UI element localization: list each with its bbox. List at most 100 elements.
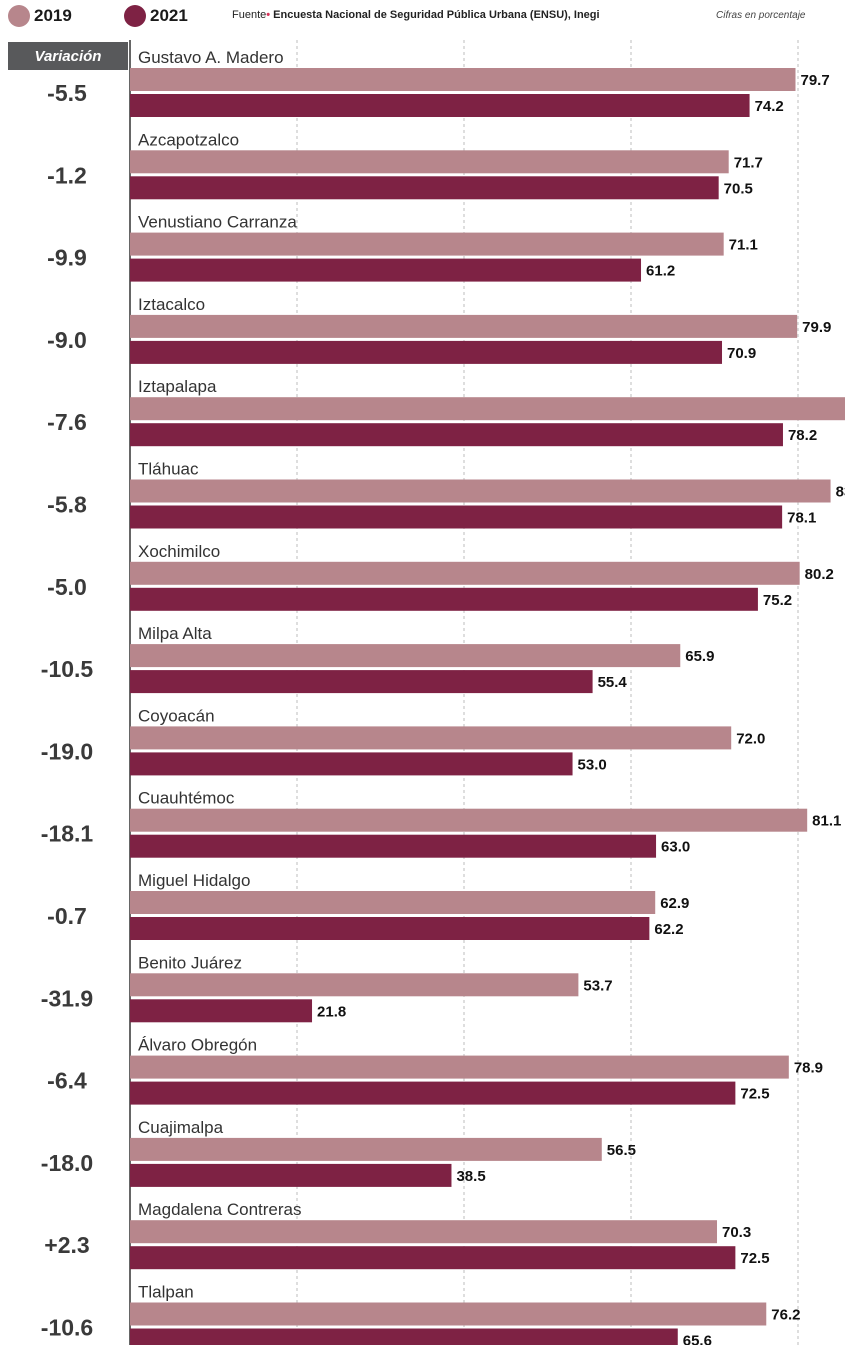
category-label: Azcapotzalco [138, 130, 239, 149]
legend-label-2021: 2021 [150, 6, 188, 25]
category-label: Coyoacán [138, 706, 215, 725]
bar-2019 [130, 479, 831, 503]
value-label-2019: 65.9 [685, 648, 714, 665]
bar-2019 [130, 1137, 602, 1161]
bar-2021 [130, 752, 573, 776]
bar-2021 [130, 1246, 736, 1270]
source-dot: • [266, 9, 271, 21]
category-label: Cuajimalpa [138, 1118, 224, 1137]
bar-2019 [130, 150, 729, 174]
bar-2019 [130, 808, 808, 832]
source-text: Encuesta Nacional de Seguridad Pública U… [273, 9, 600, 21]
bar-2021 [130, 917, 650, 940]
bar-2021 [130, 587, 758, 611]
value-label-2019: 79.9 [802, 319, 831, 336]
bar-2021 [130, 423, 783, 447]
value-label-2021: 72.5 [740, 1086, 769, 1103]
variation-label: -9.9 [47, 245, 87, 271]
legend: 2019 2021 Fuente• Encuesta Nacional de S… [0, 0, 845, 36]
value-label-2019: 83.9 [836, 484, 845, 501]
bar-2019 [130, 644, 681, 668]
value-label-2021: 55.4 [598, 674, 628, 691]
value-label-2019: 71.1 [729, 237, 758, 254]
variation-label: -18.0 [41, 1150, 93, 1176]
value-label-2021: 53.0 [578, 756, 607, 773]
value-label-2021: 70.9 [727, 345, 756, 362]
variation-label: -19.0 [41, 738, 93, 764]
bar-2019 [130, 232, 724, 256]
category-label: Magdalena Contreras [138, 1200, 301, 1219]
legend-item-2021: 2021 [124, 5, 188, 27]
category-label: Tláhuac [138, 460, 199, 479]
bar-2019 [130, 561, 800, 585]
variation-label: -9.0 [47, 327, 87, 353]
variation-label: -5.8 [47, 492, 87, 518]
variation-label: +2.3 [44, 1232, 89, 1258]
variation-label: -10.5 [41, 656, 94, 682]
value-label-2021: 63.0 [661, 839, 690, 856]
value-label-2021: 72.5 [740, 1250, 769, 1267]
bar-2021 [130, 1328, 678, 1345]
value-label-2021: 74.2 [755, 98, 784, 115]
variation-label: -5.0 [47, 574, 87, 600]
bar-2021 [130, 94, 750, 117]
bar-2021 [130, 505, 783, 529]
value-label-2021: 61.2 [646, 263, 675, 280]
bar-2021 [130, 670, 593, 694]
value-label-2019: 53.7 [583, 977, 612, 994]
value-label-2019: 78.9 [794, 1060, 823, 1077]
value-label-2019: 81.1 [812, 813, 841, 830]
units-note: Cifras en porcentaje [716, 10, 806, 21]
variation-label: -10.6 [41, 1315, 93, 1341]
category-label: Xochimilco [138, 542, 220, 561]
variation-header: Variación [8, 42, 128, 70]
bar-2019 [130, 68, 796, 91]
value-label-2021: 38.5 [456, 1168, 485, 1185]
variation-label: -5.5 [47, 80, 87, 106]
bar-2021 [130, 1163, 452, 1187]
category-label: Tlalpan [138, 1283, 194, 1302]
variation-label: -0.7 [47, 903, 87, 929]
value-label-2019: 71.7 [734, 154, 763, 171]
legend-swatch-2019 [8, 5, 30, 27]
category-label: Miguel Hidalgo [138, 871, 250, 890]
source-prefix: Fuente [232, 9, 267, 21]
value-label-2021: 78.1 [787, 510, 816, 527]
value-label-2019: 56.5 [607, 1142, 636, 1159]
variation-label: -31.9 [41, 985, 93, 1011]
variation-label: -7.6 [47, 409, 87, 435]
bar-2019 [130, 973, 579, 997]
bar-2019 [130, 397, 845, 421]
source-note: Fuente• Encuesta Nacional de Seguridad P… [232, 9, 600, 21]
bar-2021 [130, 1081, 736, 1105]
bar-2019 [130, 891, 656, 914]
value-label-2021: 65.6 [683, 1333, 712, 1345]
bar-2019 [130, 1302, 767, 1326]
category-label: Benito Juárez [138, 953, 242, 972]
bar-2019 [130, 1220, 718, 1244]
bar-2019 [130, 314, 798, 338]
category-label: Álvaro Obregón [138, 1036, 257, 1055]
category-label: Venustiano Carranza [138, 213, 297, 232]
category-label: Milpa Alta [138, 624, 212, 643]
bar-2021 [130, 999, 313, 1023]
legend-item-2019: 2019 [8, 5, 72, 27]
category-label: Gustavo A. Madero [138, 48, 284, 67]
variation-label: -6.4 [47, 1068, 87, 1094]
bar-2021 [130, 340, 723, 364]
variation-label: -1.2 [47, 162, 87, 188]
value-label-2019: 72.0 [736, 730, 765, 747]
value-label-2021: 78.2 [788, 427, 817, 444]
bar-2019 [130, 726, 732, 750]
value-label-2019: 80.2 [805, 566, 834, 583]
bar-2021 [130, 258, 642, 282]
bar-2019 [130, 1055, 789, 1079]
value-label-2021: 62.2 [654, 921, 683, 938]
legend-label-2019: 2019 [34, 6, 72, 25]
legend-swatch-2021 [124, 5, 146, 27]
value-label-2021: 21.8 [317, 1003, 346, 1020]
bar-2021 [130, 834, 657, 858]
value-label-2021: 75.2 [763, 592, 792, 609]
value-label-2019: 79.7 [800, 72, 829, 89]
